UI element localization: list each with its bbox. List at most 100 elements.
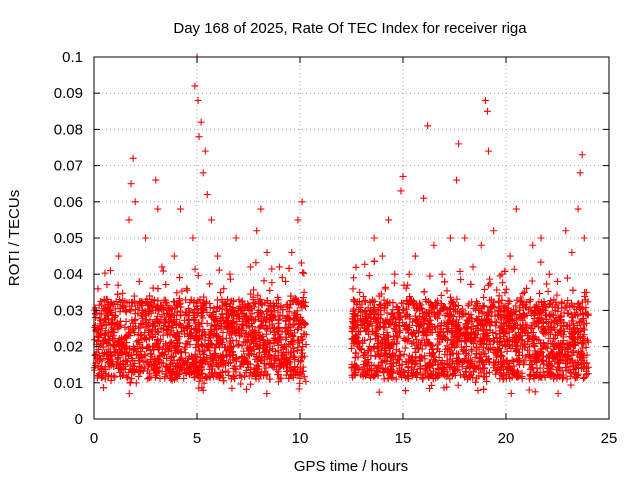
data-point (146, 302, 154, 310)
data-point (490, 298, 498, 306)
data-point (402, 297, 410, 305)
data-point (496, 311, 504, 319)
data-point (177, 348, 185, 356)
data-point (428, 329, 436, 337)
data-point (537, 234, 545, 242)
data-point (285, 264, 293, 272)
data-point (492, 359, 500, 367)
data-point (450, 369, 458, 377)
data-point (104, 310, 112, 318)
data-point (370, 310, 378, 318)
data-point (481, 285, 489, 293)
data-point (501, 267, 509, 275)
data-point (245, 315, 253, 323)
data-point (497, 308, 505, 316)
data-point (361, 357, 369, 365)
data-point (433, 297, 441, 305)
data-point (100, 338, 108, 346)
data-point (400, 350, 408, 358)
data-point (539, 368, 547, 376)
data-point (541, 302, 549, 310)
data-point (531, 388, 539, 396)
data-point (243, 385, 251, 393)
data-point (191, 265, 199, 273)
data-point (104, 337, 112, 345)
data-point (118, 349, 126, 357)
data-point (445, 363, 453, 371)
data-point (453, 332, 461, 340)
data-point (386, 320, 394, 328)
data-point (440, 319, 448, 327)
data-point (546, 351, 554, 359)
data-point (562, 227, 570, 235)
data-point (129, 319, 137, 327)
data-point (477, 351, 485, 359)
data-point (461, 234, 469, 242)
data-point (529, 364, 537, 372)
data-point (520, 357, 528, 365)
data-point (530, 314, 538, 322)
x-tick-label: 20 (498, 430, 515, 447)
data-point (159, 267, 167, 275)
data-point (414, 329, 422, 337)
data-point (544, 361, 552, 369)
data-point (198, 312, 206, 320)
data-point (545, 334, 553, 342)
data-point (138, 306, 146, 314)
data-point (356, 344, 364, 352)
data-point (395, 347, 403, 355)
data-point (104, 304, 112, 312)
data-point (538, 306, 546, 314)
data-point (453, 295, 461, 303)
data-point (385, 349, 393, 357)
data-point (294, 216, 302, 224)
data-point (165, 347, 173, 355)
data-point (539, 352, 547, 360)
data-point (260, 277, 268, 285)
data-point (196, 374, 204, 382)
data-point (99, 384, 107, 392)
data-point (125, 216, 133, 224)
data-point (563, 274, 571, 282)
data-point (453, 176, 461, 184)
data-point (128, 375, 136, 383)
data-point (433, 345, 441, 353)
data-point (425, 316, 433, 324)
data-point (578, 298, 586, 306)
data-point (494, 338, 502, 346)
data-point (468, 347, 476, 355)
data-point (493, 351, 501, 359)
data-point (217, 352, 225, 360)
data-point (519, 301, 527, 309)
data-point (180, 366, 188, 374)
data-point (381, 285, 389, 293)
data-point (302, 341, 310, 349)
data-point (357, 308, 365, 316)
data-point (201, 147, 209, 155)
data-point (547, 297, 555, 305)
data-point (249, 333, 257, 341)
data-point (232, 234, 240, 242)
x-tick-label: 25 (601, 430, 618, 447)
data-point (582, 343, 590, 351)
data-point (579, 374, 587, 382)
data-point (151, 330, 159, 338)
data-point (519, 321, 527, 329)
data-point (183, 325, 191, 333)
data-point (218, 353, 226, 361)
data-point (563, 375, 571, 383)
data-point (261, 324, 269, 332)
data-point (580, 331, 588, 339)
data-point (167, 368, 175, 376)
data-point (250, 339, 258, 347)
data-point (185, 332, 193, 340)
data-point (194, 272, 202, 280)
data-point (444, 318, 452, 326)
data-point (229, 356, 237, 364)
data-point (430, 305, 438, 313)
data-point (150, 346, 158, 354)
data-point (480, 322, 488, 330)
data-point (350, 311, 358, 319)
